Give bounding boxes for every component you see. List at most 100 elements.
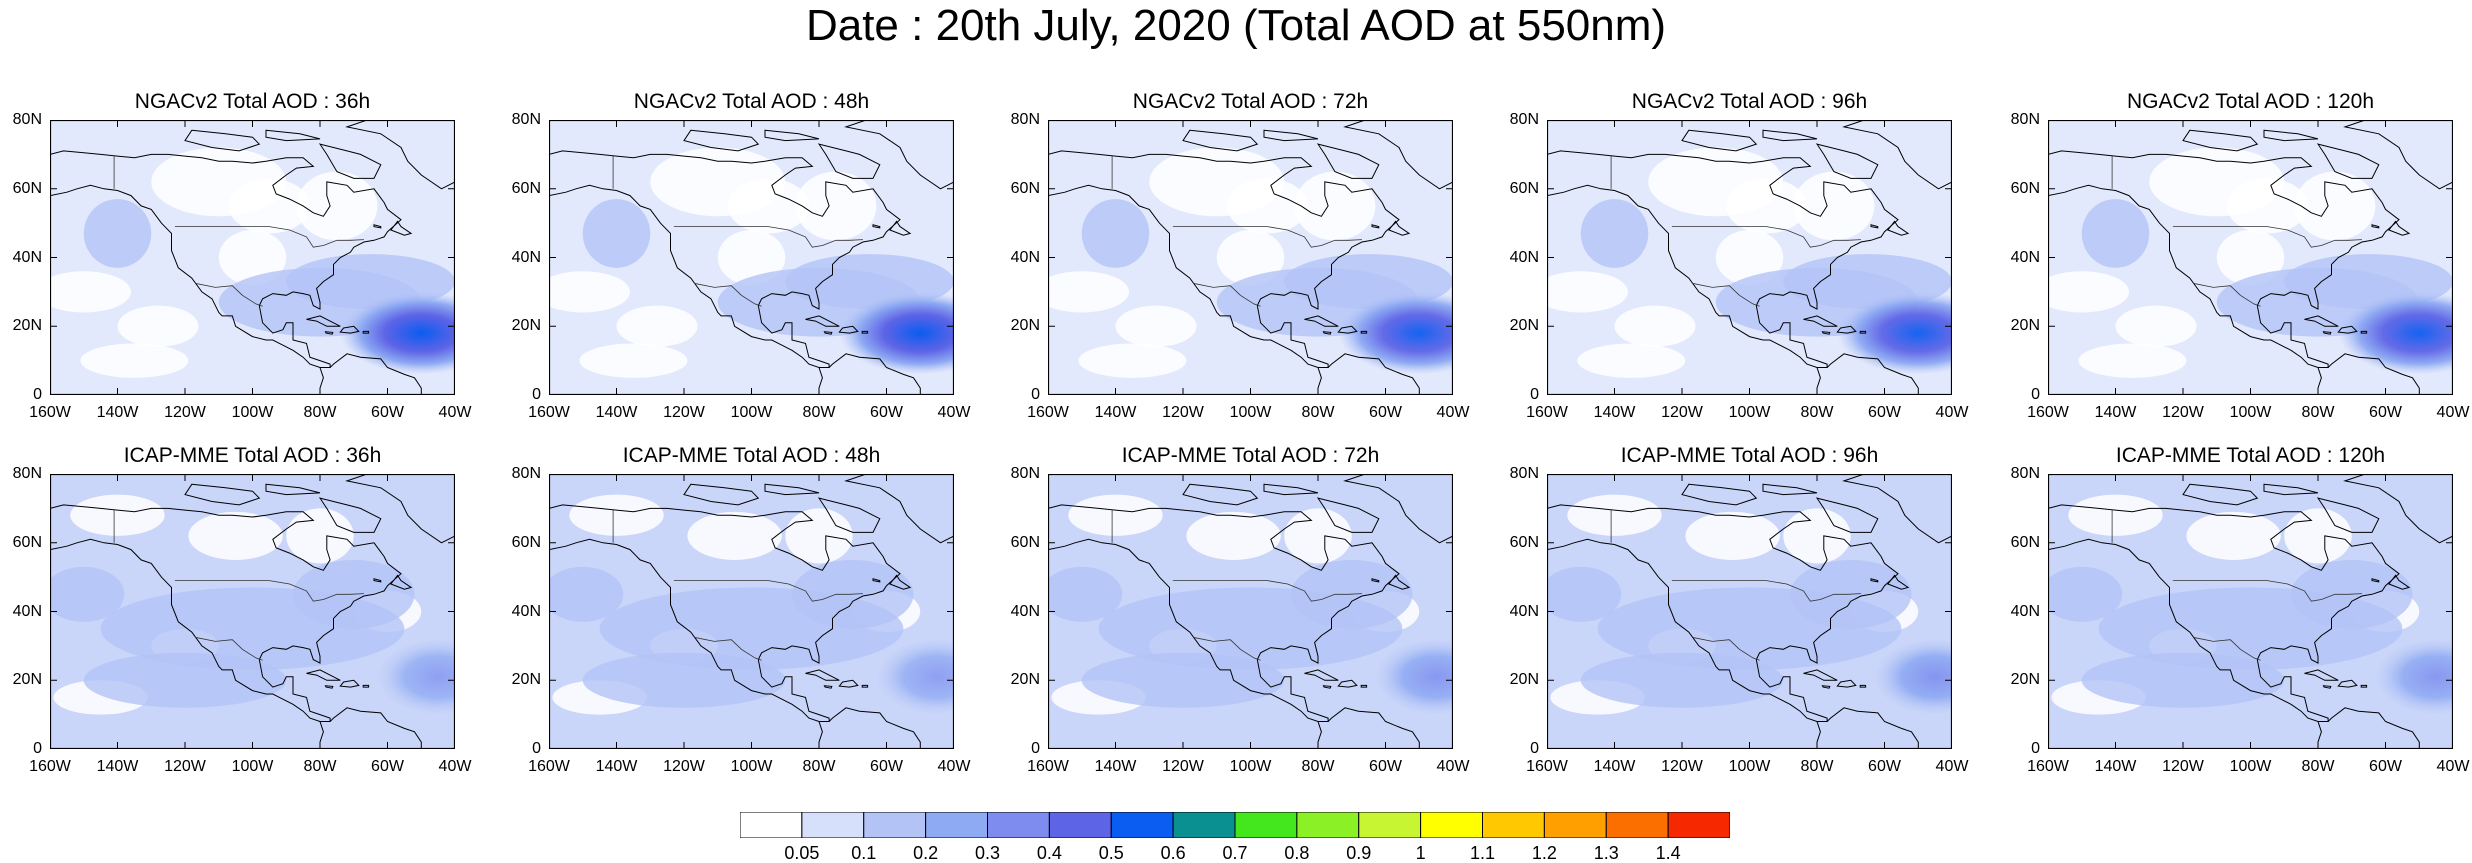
lat-tick-label: 40N bbox=[1010, 248, 1040, 266]
lon-tick-label: 60W bbox=[2369, 404, 2402, 421]
colorbar-segment bbox=[1605, 812, 1669, 838]
lat-tick-label: 20N bbox=[1509, 317, 1539, 335]
lat-tick-label: 80N bbox=[2010, 465, 2040, 482]
lon-tick-label: 160W bbox=[528, 758, 570, 775]
colorbar-label: 0.9 bbox=[1346, 843, 1372, 863]
lat-tick-label: 60N bbox=[1509, 179, 1539, 197]
coastline bbox=[1322, 331, 1332, 335]
lon-tick-label: 40W bbox=[438, 404, 472, 421]
coastline bbox=[1842, 120, 1952, 190]
low-aod-patch bbox=[117, 305, 199, 347]
coastline bbox=[1815, 497, 1879, 533]
dust-plume bbox=[2338, 291, 2453, 375]
country-border bbox=[694, 636, 762, 661]
colorbar-label: 0.5 bbox=[1098, 843, 1124, 863]
panel-title: NGACv2 Total AOD : 120h bbox=[2126, 90, 2375, 113]
medium-aod-band bbox=[1580, 652, 1784, 708]
coastline bbox=[265, 129, 321, 142]
colorbar-segment bbox=[1110, 812, 1174, 838]
country-border bbox=[2172, 226, 2362, 248]
colorbar-label: 1.3 bbox=[1593, 843, 1619, 863]
lat-tick-label: 80N bbox=[12, 465, 42, 482]
colorbar-segment bbox=[987, 812, 1050, 838]
lon-tick-label: 80W bbox=[303, 404, 337, 421]
coastline bbox=[1887, 574, 1910, 590]
coastline bbox=[1836, 325, 1857, 334]
coastline bbox=[1803, 315, 1838, 327]
coastline bbox=[1821, 685, 1831, 689]
lat-tick-label: 40N bbox=[1509, 602, 1539, 620]
coastline bbox=[889, 574, 912, 590]
coastline bbox=[306, 315, 341, 327]
coastline bbox=[1182, 129, 1259, 152]
low-aod-patch bbox=[218, 230, 287, 285]
lon-tick-label: 60W bbox=[1868, 758, 1901, 775]
colorbar-label: 0.3 bbox=[974, 843, 1001, 863]
low-aod-patch bbox=[1216, 230, 1285, 285]
low-aod-patch bbox=[1294, 171, 1376, 241]
lon-tick-label: 140W bbox=[1094, 758, 1137, 775]
colorbar-label: 1.2 bbox=[1531, 843, 1557, 863]
low-aod-patch bbox=[228, 178, 310, 234]
coastline bbox=[1048, 150, 1400, 368]
lon-tick-label: 100W bbox=[1229, 404, 1272, 421]
coastline bbox=[1547, 150, 1899, 368]
aod-map bbox=[1048, 120, 1453, 395]
lon-tick-label: 140W bbox=[1094, 404, 1137, 421]
lon-tick-label: 40W bbox=[2436, 758, 2470, 775]
lon-tick-label: 140W bbox=[96, 404, 139, 421]
colorbar-label: 0.7 bbox=[1222, 843, 1248, 863]
lon-tick-label: 120W bbox=[663, 404, 705, 421]
coastline bbox=[265, 483, 321, 496]
lon-tick-label: 60W bbox=[1369, 758, 1402, 775]
coastline bbox=[1870, 578, 1879, 583]
lon-tick-label: 120W bbox=[164, 404, 206, 421]
aod-colorbar bbox=[740, 812, 1730, 838]
coastline bbox=[1371, 224, 1380, 229]
coastline bbox=[838, 325, 859, 334]
lon-tick-label: 140W bbox=[96, 758, 139, 775]
coastline bbox=[2182, 483, 2259, 506]
medium-aod-band bbox=[83, 199, 152, 268]
coastline bbox=[2316, 497, 2380, 533]
lat-tick-label: 80N bbox=[1509, 465, 1539, 482]
lon-tick-label: 140W bbox=[2094, 758, 2137, 775]
lon-tick-label: 60W bbox=[1369, 404, 1402, 421]
coastline bbox=[817, 497, 881, 533]
low-aod-patch bbox=[1115, 305, 1197, 347]
coastline bbox=[817, 143, 881, 179]
country-border bbox=[694, 282, 762, 307]
lon-tick-label: 40W bbox=[937, 404, 971, 421]
lat-tick-label: 60N bbox=[12, 533, 42, 551]
coastline bbox=[1762, 129, 1818, 142]
aod-map bbox=[1547, 474, 1952, 749]
lon-tick-label: 120W bbox=[164, 758, 206, 775]
coastline bbox=[2337, 679, 2358, 688]
dust-plume bbox=[2375, 639, 2453, 715]
colorbar-segment bbox=[1482, 812, 1545, 838]
lon-tick-label: 80W bbox=[1800, 404, 1834, 421]
lat-tick-label: 0 bbox=[1031, 386, 1040, 403]
country-border bbox=[195, 636, 263, 661]
low-aod-patch bbox=[1567, 494, 1662, 536]
country-border bbox=[1692, 636, 1760, 661]
colorbar-segment bbox=[801, 812, 865, 838]
country-border bbox=[673, 580, 863, 602]
country-border bbox=[195, 282, 263, 307]
lon-tick-label: 60W bbox=[371, 404, 404, 421]
aod-map bbox=[549, 474, 954, 749]
lon-tick-label: 40W bbox=[1935, 404, 1969, 421]
coastline bbox=[345, 474, 455, 544]
coastline bbox=[2360, 684, 2368, 688]
low-aod-patch bbox=[1068, 494, 1163, 536]
medium-aod-band bbox=[1048, 566, 1123, 622]
lon-tick-label: 120W bbox=[1661, 404, 1703, 421]
lon-tick-label: 100W bbox=[1728, 758, 1771, 775]
colorbar-label: 0.1 bbox=[851, 843, 877, 863]
lon-tick-label: 60W bbox=[870, 404, 903, 421]
dust-plume bbox=[1837, 291, 1952, 375]
low-aod-patch bbox=[2048, 271, 2129, 313]
coastline bbox=[2304, 669, 2339, 681]
lon-tick-label: 80W bbox=[1301, 404, 1335, 421]
lon-tick-label: 100W bbox=[231, 758, 274, 775]
